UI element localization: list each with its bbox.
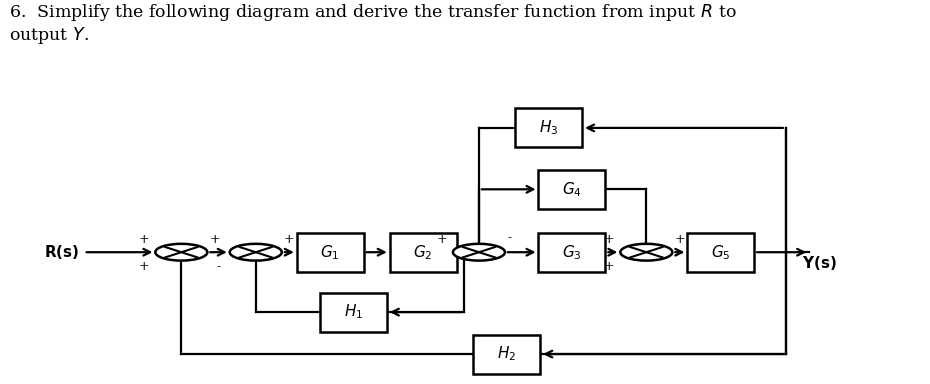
Bar [390,233,457,272]
Bar [473,334,540,374]
Text: $G_2$: $G_2$ [414,243,432,262]
Bar [538,170,605,209]
Text: +: + [674,233,685,246]
Text: +: + [436,233,447,246]
Text: $G_1$: $G_1$ [320,243,340,262]
Text: $\mathbf{Y(s)}$: $\mathbf{Y(s)}$ [802,254,836,272]
Text: $H_1$: $H_1$ [344,303,363,321]
Text: +: + [604,233,615,246]
Circle shape [453,244,505,261]
Text: -: - [217,260,220,273]
Text: +: + [209,233,220,246]
Bar [538,233,605,272]
Text: $H_2$: $H_2$ [498,345,516,363]
Text: +: + [139,233,150,246]
Text: $\mathbf{R(s)}$: $\mathbf{R(s)}$ [44,243,79,261]
Text: +: + [139,260,150,273]
Text: -: - [508,231,512,244]
Bar [515,108,582,147]
Text: $H_3$: $H_3$ [539,119,558,137]
Text: output $Y$.: output $Y$. [9,25,89,46]
Text: $G_4$: $G_4$ [562,180,582,199]
Text: 6.  Simplify the following diagram and derive the transfer function from input $: 6. Simplify the following diagram and de… [9,2,737,23]
Text: +: + [284,233,295,246]
Bar [297,233,364,272]
Text: $G_3$: $G_3$ [562,243,582,262]
Bar [687,233,754,272]
Text: +: + [604,260,615,273]
Circle shape [230,244,282,261]
Bar [320,293,387,332]
Circle shape [155,244,207,261]
Text: $G_5$: $G_5$ [711,243,731,262]
Circle shape [620,244,672,261]
